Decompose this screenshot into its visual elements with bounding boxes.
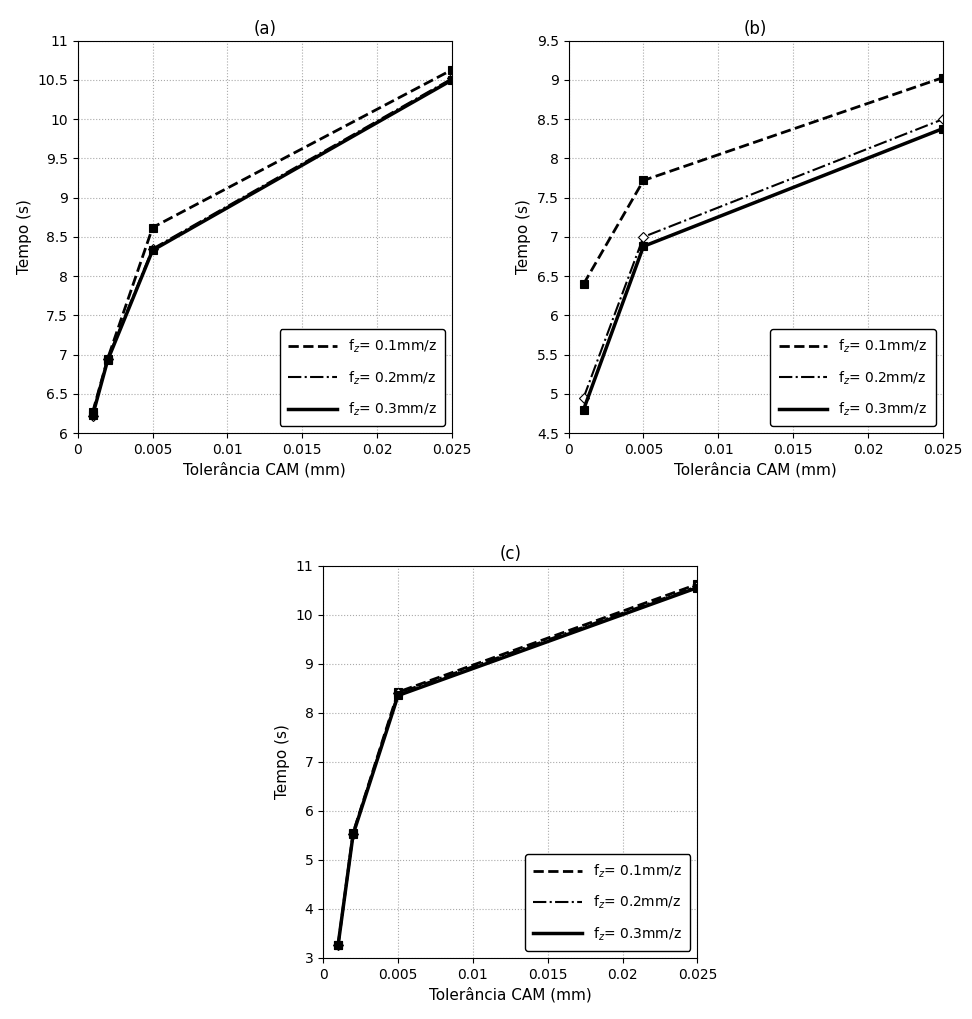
Y-axis label: Tempo (s): Tempo (s) [275,725,291,799]
Title: (a): (a) [254,19,276,38]
Title: (c): (c) [500,544,521,562]
Y-axis label: Tempo (s): Tempo (s) [17,200,32,274]
Y-axis label: Tempo (s): Tempo (s) [516,200,532,274]
Legend: f$_z$= 0.1mm/z, f$_z$= 0.2mm/z, f$_z$= 0.3mm/z: f$_z$= 0.1mm/z, f$_z$= 0.2mm/z, f$_z$= 0… [525,854,690,951]
Legend: f$_z$= 0.1mm/z, f$_z$= 0.2mm/z, f$_z$= 0.3mm/z: f$_z$= 0.1mm/z, f$_z$= 0.2mm/z, f$_z$= 0… [280,329,445,426]
Legend: f$_z$= 0.1mm/z, f$_z$= 0.2mm/z, f$_z$= 0.3mm/z: f$_z$= 0.1mm/z, f$_z$= 0.2mm/z, f$_z$= 0… [771,329,936,426]
X-axis label: Tolerância CAM (mm): Tolerância CAM (mm) [429,987,592,1003]
X-axis label: Tolerância CAM (mm): Tolerância CAM (mm) [675,463,837,478]
Title: (b): (b) [744,19,768,38]
X-axis label: Tolerância CAM (mm): Tolerância CAM (mm) [184,463,346,478]
